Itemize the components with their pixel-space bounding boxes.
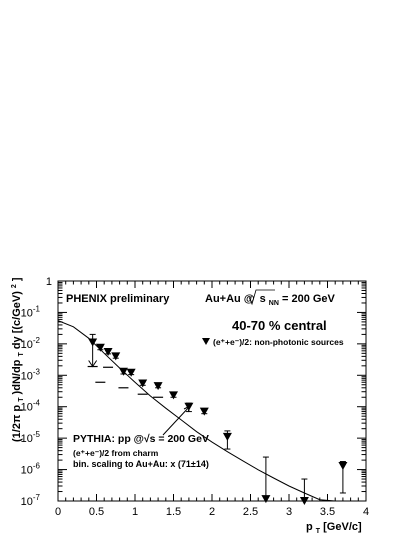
x-tick-label: 1 (132, 506, 138, 518)
lower-limit-markers (87, 360, 164, 398)
x-tick-labels: 0 0.5 1 1.5 2 2.5 3 3.5 4 (55, 506, 369, 518)
system-label: Au+Au @ s NN = 200 GeV (205, 293, 336, 308)
data-point (138, 379, 148, 388)
x-axis-label: p T [GeV/c] (306, 521, 362, 536)
y-tick-label: 1 (46, 276, 52, 288)
x-tick-label: 3.5 (320, 506, 335, 518)
pythia-arrow (162, 405, 191, 436)
x-tick-label: 2 (209, 506, 215, 518)
y-tick-label: 10-6 (21, 462, 41, 477)
data-point (118, 367, 128, 376)
legend-marker (202, 338, 210, 345)
data-point (88, 338, 98, 347)
x-tick-label: 2.5 (243, 506, 258, 518)
y-tick-label: 10-5 (21, 430, 41, 445)
data-point (299, 497, 309, 505)
axis-ticks (57, 280, 367, 502)
upper-limit-arrow (88, 360, 98, 368)
data-point (222, 432, 232, 441)
data-point (169, 391, 178, 400)
pythia-curve (57, 320, 351, 502)
y-tick-label: 10-3 (21, 367, 41, 382)
pythia-line2: (e⁺+e⁻)/2 from charm (73, 448, 159, 458)
data-points (88, 333, 348, 505)
data-point (153, 382, 163, 391)
y-tick-label: 10-4 (21, 399, 41, 414)
data-point (338, 461, 348, 470)
data-point (199, 407, 209, 416)
data-point (103, 348, 113, 357)
y-tick-label: 10-7 (21, 493, 41, 508)
y-tick-label: 10-2 (21, 336, 41, 351)
pythia-line3: bin. scaling to Au+Au: x (71±14) (73, 459, 209, 469)
x-tick-label: 4 (363, 506, 369, 518)
centrality-label: 40-70 % central (232, 318, 327, 333)
y-tick-labels: 1 10-1 10-2 10-3 10-4 10-5 10-6 10-7 (21, 276, 52, 508)
data-point (95, 343, 105, 352)
pythia-arrowhead (183, 405, 191, 413)
x-tick-label: 1.5 (166, 506, 181, 518)
legend-label: (e⁺+e⁻)/2: non-photonic sources (213, 337, 344, 347)
sqrt-symbol (248, 289, 275, 306)
data-point (126, 368, 136, 377)
data-point (261, 495, 271, 504)
data-point (111, 352, 121, 361)
y-axis-label: (1/2π p T )dN/dp T dy [(c/GeV) 2 ] (7, 277, 26, 442)
x-tick-label: 0 (55, 506, 61, 518)
phenix-label: PHENIX preliminary (66, 293, 170, 305)
x-tick-label: 3 (286, 506, 292, 518)
pythia-line1: PYTHIA: pp @√s = 200 GeV (73, 433, 209, 445)
y-tick-label: 10-1 (21, 304, 41, 319)
x-tick-label: 0.5 (89, 506, 104, 518)
